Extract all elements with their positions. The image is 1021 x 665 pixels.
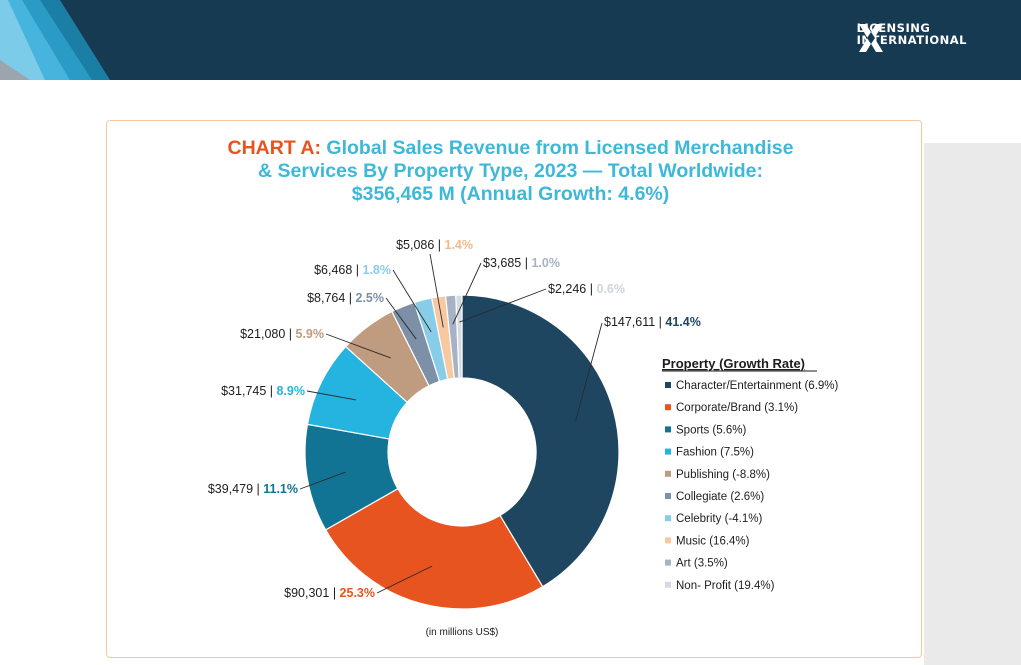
legend-swatch — [665, 559, 671, 566]
chart-title-line-2: & Services By Property Type, 2023 — Tota… — [258, 160, 763, 182]
unit-note: (in millions US$) — [426, 627, 499, 638]
leader-line — [459, 288, 547, 323]
slice-value-label: $2,246 | — [548, 282, 596, 296]
slice-value-label: $5,086 | — [396, 238, 444, 252]
slice-pct-label: 1.4% — [445, 238, 474, 252]
slice-pct-label: 1.0% — [531, 256, 560, 270]
slice-label: $147,611 | 41.4% — [604, 315, 701, 329]
legend-item: Publishing (-8.8%) — [676, 469, 770, 481]
slice-label: $2,246 | 0.6% — [548, 282, 625, 296]
slice-pct-label: 2.5% — [356, 291, 385, 305]
slice-non-profit — [455, 294, 463, 379]
legend: Property (Growth Rate) Character/Entertai… — [662, 356, 839, 592]
slice-label: $31,745 | 8.9% — [221, 384, 305, 398]
slice-value-label: $39,479 | — [208, 482, 263, 496]
slice-value-label: $90,301 | — [284, 586, 339, 600]
leader-line — [575, 322, 603, 421]
slice-label: $6,468 | 1.8% — [314, 263, 391, 277]
slice-character-entertainment — [461, 294, 620, 588]
legend-swatch — [665, 382, 671, 388]
licensing-x-icon — [858, 24, 883, 52]
legend-swatch — [665, 404, 671, 411]
leader-line — [429, 253, 444, 328]
brand-logo: LICENSING INTERNATIONAL — [856, 22, 967, 52]
chart-title-prefix: CHART A: — [227, 137, 321, 159]
donut-slices — [304, 294, 620, 610]
leader-line — [376, 565, 433, 594]
chart-title-line-3: $356,465 M (Annual Growth: 4.6%) — [351, 183, 670, 205]
card-shadow — [924, 143, 1021, 665]
banner-stripes — [0, 0, 110, 80]
leader-line — [392, 269, 432, 333]
legend-item: Celebrity (-4.1%) — [676, 513, 762, 525]
legend-swatch — [665, 581, 671, 588]
slice-pct-label: 1.8% — [363, 263, 392, 277]
slice-labels: $147,611 | 41.4% $90,301 | 25.3% $39,479 |… — [208, 238, 701, 600]
legend-item: Character/Entertainment (6.9%) — [676, 380, 839, 392]
slice-value-label: $8,764 | — [307, 291, 355, 305]
legend-swatch — [665, 470, 671, 477]
leader-line — [452, 262, 482, 325]
slice-label: $3,685 | 1.0% — [483, 256, 560, 270]
legend-swatch — [665, 515, 671, 522]
slice-value-label: $3,685 | — [483, 256, 531, 270]
leader-lines — [299, 253, 603, 594]
slice-pct-label: 0.6% — [596, 282, 625, 296]
legend-swatch — [665, 537, 671, 544]
leader-line — [385, 297, 417, 340]
slice-corporate-brand — [324, 487, 544, 610]
legend-item: Corporate/Brand (3.1%) — [676, 402, 798, 414]
leader-line — [325, 333, 391, 359]
legend-item: Art (3.5%) — [676, 558, 728, 570]
slice-label: $21,080 | 5.9% — [240, 327, 324, 341]
leader-line — [299, 471, 346, 490]
chart-title: CHART A: Global Sales Revenue from Licen… — [0, 137, 1021, 206]
legend-item: Music (16.4%) — [676, 535, 750, 547]
slice-label: $8,764 | 2.5% — [307, 291, 384, 305]
slice-pct-label: 41.4% — [665, 315, 700, 329]
slice-value-label: $147,611 | — [604, 315, 665, 329]
slice-pct-label: 5.9% — [296, 327, 325, 341]
brand-line-2: INTERNATIONAL — [856, 33, 967, 47]
slice-pct-label: 25.3% — [340, 586, 375, 600]
legend-swatch — [665, 448, 671, 455]
legend-item: Fashion (7.5%) — [676, 447, 754, 459]
legend-item: Sports (5.6%) — [676, 424, 746, 436]
legend-swatch — [665, 426, 671, 433]
slice-pct-label: 11.1% — [263, 482, 298, 496]
legend-item: Collegiate (2.6%) — [676, 491, 764, 503]
legend-item: Non- Profit (19.4%) — [676, 580, 775, 592]
leader-line — [306, 390, 357, 401]
slice-value-label: $6,468 | — [314, 263, 362, 277]
slice-label: $5,086 | 1.4% — [396, 238, 473, 252]
header-banner: LICENSING INTERNATIONAL — [0, 0, 1021, 80]
legend-title: Property (Growth Rate) — [662, 356, 805, 371]
slice-pct-label: 8.9% — [277, 384, 306, 398]
slice-label: $90,301 | 25.3% — [284, 586, 375, 600]
slice-label: $39,479 | 11.1% — [208, 482, 298, 496]
legend-swatch — [665, 493, 671, 499]
slice-value-label: $21,080 | — [240, 327, 295, 341]
slice-value-label: $31,745 | — [221, 384, 276, 398]
chart-title-line-1: Global Sales Revenue from Licensed Merch… — [321, 137, 794, 159]
